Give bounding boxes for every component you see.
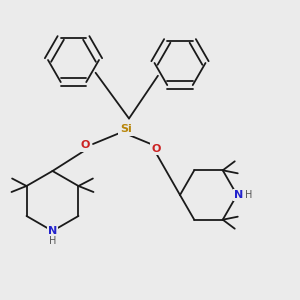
Text: H: H bbox=[245, 190, 252, 200]
Text: O: O bbox=[151, 143, 161, 154]
Text: Si: Si bbox=[120, 124, 132, 134]
Text: N: N bbox=[48, 226, 57, 236]
Text: O: O bbox=[81, 140, 90, 151]
Text: N: N bbox=[234, 190, 243, 200]
Text: H: H bbox=[49, 236, 56, 246]
